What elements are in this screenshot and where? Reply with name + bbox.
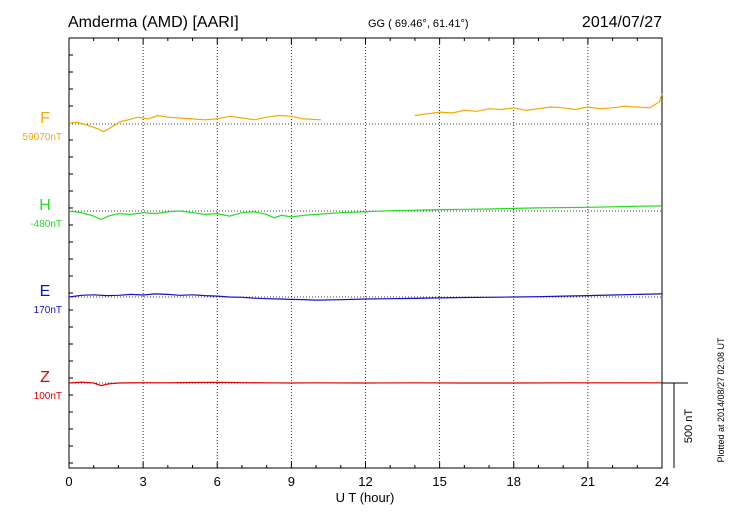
baseline-label-z: 100nT (34, 391, 62, 402)
x-tick-label: 6 (214, 474, 221, 489)
x-tick-label: 18 (507, 474, 521, 489)
x-tick-label: 12 (358, 474, 372, 489)
series-name-e: E (40, 283, 51, 300)
baseline-label-f: 59070nT (23, 132, 62, 143)
series-layer (68, 93, 663, 387)
axis-ticks (68, 38, 663, 468)
scale-bar: 500 nT (662, 382, 695, 468)
plot-footer: Plotted at 2014/08/27 02:08 UT (716, 337, 726, 463)
series-line-z (68, 381, 662, 387)
chart-date: 2014/07/27 (582, 14, 662, 31)
series-labels: F 59070nT H -480nT E 170nT Z 100nT (23, 110, 62, 402)
x-tick-label: 15 (432, 474, 446, 489)
x-tick-label: 9 (288, 474, 295, 489)
grid (69, 38, 662, 468)
series-line-f (68, 114, 322, 133)
series-line-e (68, 293, 663, 301)
x-axis-label: U T (hour) (336, 490, 395, 505)
series-line-f (414, 93, 663, 117)
series-name-h: H (39, 197, 51, 214)
x-tick-label: 3 (140, 474, 147, 489)
x-tick-label: 0 (65, 474, 72, 489)
chart-title: Amderma (AMD) [AARI] (68, 14, 239, 31)
series-name-z: Z (40, 369, 50, 386)
x-tick-label: 24 (655, 474, 669, 489)
series-name-f: F (40, 110, 50, 127)
x-tick-label: 21 (581, 474, 595, 489)
series-line-h (68, 205, 663, 221)
chart-subtitle: GG ( 69.46°, 61.41°) (368, 18, 469, 30)
plot-frame (68, 37, 663, 469)
baseline-label-e: 170nT (34, 305, 62, 316)
x-tick-labels: 0 3 6 9 12 15 18 21 24 (65, 474, 669, 489)
baseline-label-h: -480nT (30, 219, 62, 230)
scale-bar-label: 500 nT (683, 409, 695, 444)
